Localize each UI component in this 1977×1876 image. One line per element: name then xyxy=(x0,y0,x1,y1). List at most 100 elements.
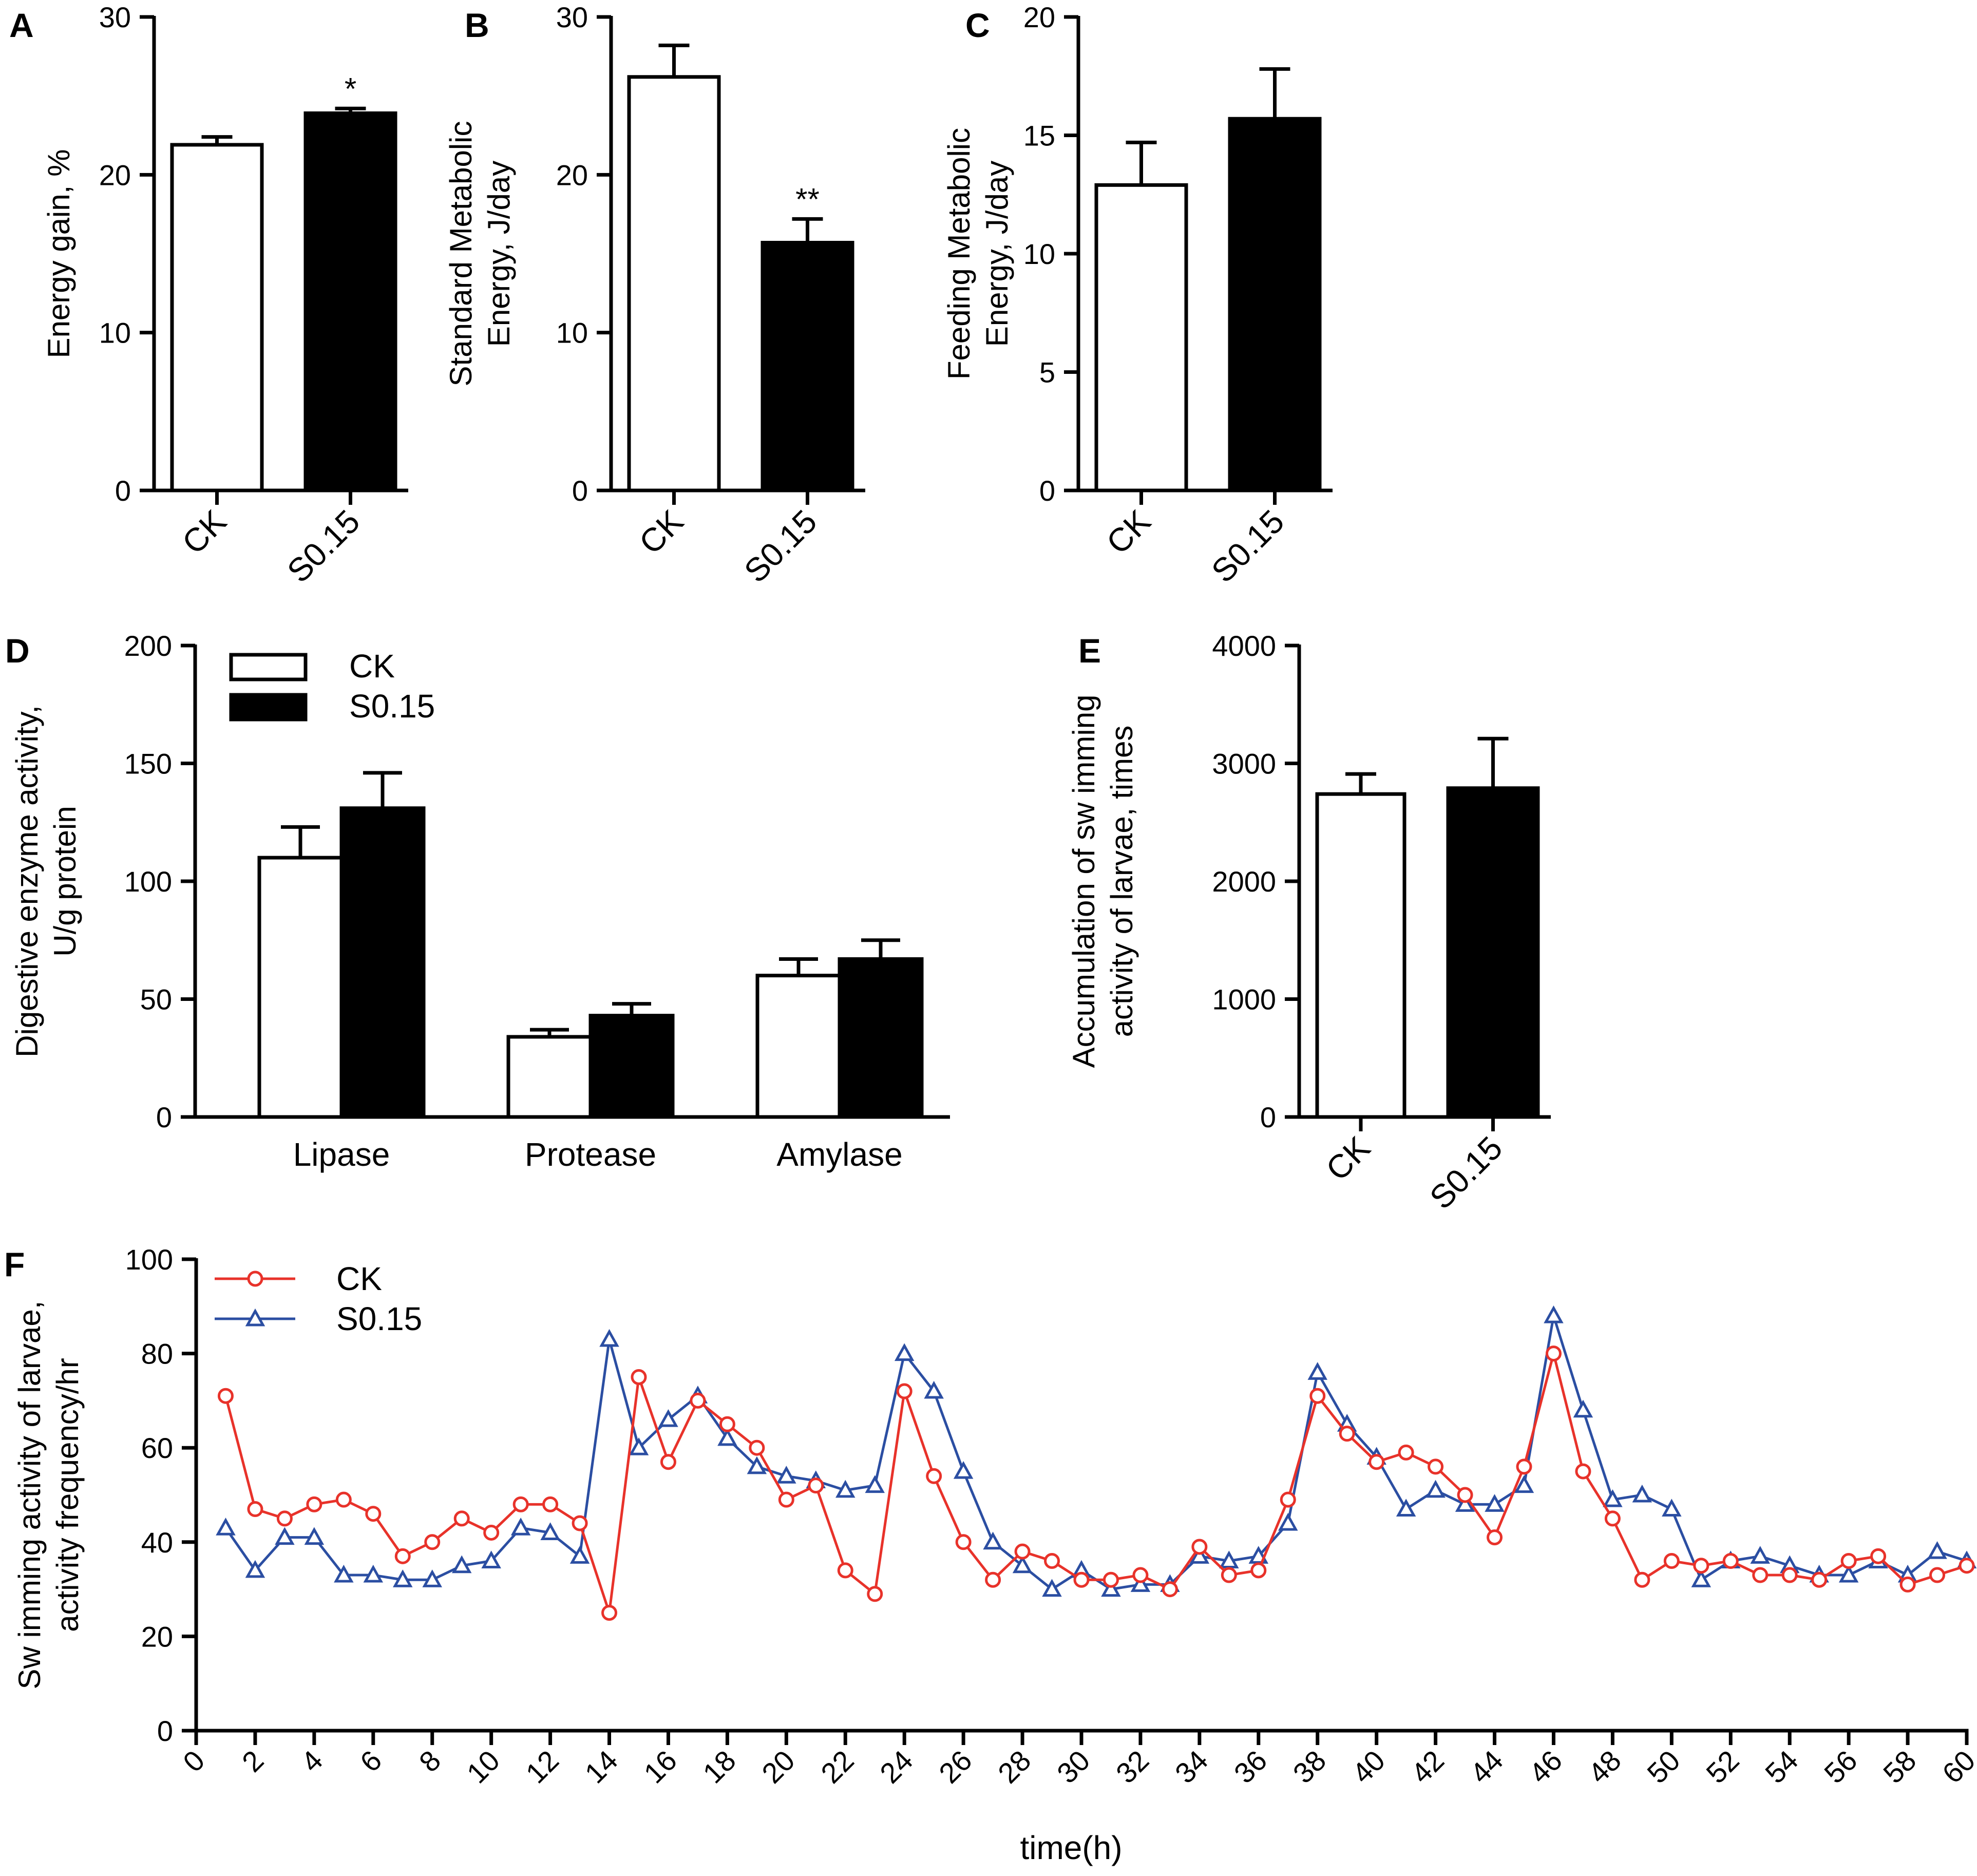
panel-b-y-tick-label: 0 xyxy=(572,475,588,507)
panel-f-x-tick-label: 46 xyxy=(1523,1744,1568,1790)
panel-f-point-s015 xyxy=(540,1522,560,1540)
panel-e-y-tick-label: 0 xyxy=(1260,1101,1276,1133)
panel-a-y-tick-label: 20 xyxy=(99,159,131,191)
panel-f-line-ck xyxy=(224,1352,1967,1614)
panel-b-x-tick-label: CK xyxy=(632,503,691,561)
panel-a-y-tick-label: 30 xyxy=(99,1,131,33)
panel-f-point-ck xyxy=(1752,1567,1769,1583)
panel-f-y-tick-label: 0 xyxy=(157,1715,173,1747)
panel-f-point-s015 xyxy=(481,1550,501,1569)
panel-f-point-s015 xyxy=(393,1569,413,1587)
panel-d-bar-protease-ck xyxy=(506,1035,593,1119)
panel-f-x-label: time(h) xyxy=(1020,1829,1122,1866)
panel-e-y-label-line: Accumulation of sw imming xyxy=(1067,695,1101,1068)
panel-e-y-tick-label: 3000 xyxy=(1212,748,1276,780)
panel-e-y-tick-label: 4000 xyxy=(1212,630,1276,662)
panel-f-point-s015 xyxy=(717,1428,737,1446)
panel-a-y-label: Energy gain, % xyxy=(42,149,76,358)
panel-f-y-tick-label: 60 xyxy=(141,1432,173,1464)
panel-d-bar-lipase-ck xyxy=(257,856,344,1119)
panel-c-y-tick-label: 15 xyxy=(1023,120,1055,152)
panel-f-point-ck xyxy=(542,1496,559,1512)
panel-b-y-label: Standard Metabolic Energy, J/day xyxy=(444,121,516,387)
panel-f-point-s015 xyxy=(1485,1494,1505,1512)
panel-f-x-tick-label: 48 xyxy=(1582,1744,1627,1790)
panel-b-y-tick-label: 20 xyxy=(556,159,588,191)
panel-d-bar-protease-s015 xyxy=(588,1014,675,1119)
panel-f-point-ck xyxy=(1870,1548,1887,1564)
panel-f-legend-label: CK xyxy=(336,1260,382,1297)
panel-d-x-tick-label: Amylase xyxy=(776,1136,902,1173)
panel-f-point-s015 xyxy=(1278,1512,1298,1531)
panel-f-point-ck xyxy=(837,1562,853,1579)
panel-a-bar-ck xyxy=(170,143,264,492)
panel-f-x-tick-label: 8 xyxy=(413,1744,447,1778)
panel-c-y-tick-label: 0 xyxy=(1039,475,1055,507)
panel-f-x-tick-label: 20 xyxy=(755,1744,801,1790)
panel-b-y-tick-label: 30 xyxy=(556,1,588,33)
panel-e-y-label-line: activity of larvae, times xyxy=(1105,726,1139,1037)
panel-c-x-tick-label: CK xyxy=(1099,503,1158,561)
panel-f-point-s015 xyxy=(658,1409,678,1427)
panel-f-point-s015 xyxy=(1012,1555,1033,1574)
panel-c-y-label-line: Feeding Metabolic xyxy=(942,128,976,380)
panel-f-point-s015 xyxy=(865,1475,885,1493)
panel-f-point-s015 xyxy=(1927,1541,1947,1559)
panel-f-point-s015 xyxy=(1455,1494,1475,1512)
panel-b: B 0 10 20 30 Standard Metabolic Energy, J/day C… xyxy=(444,1,865,590)
panel-f-point-ck xyxy=(631,1369,647,1385)
panel-f-point-ck xyxy=(394,1548,411,1564)
panel-c-x-tick-label: S0.15 xyxy=(1204,503,1291,590)
panel-f-point-ck xyxy=(1899,1576,1916,1593)
panel-b-letter: B xyxy=(465,6,489,44)
panel-c-bar-ck xyxy=(1094,183,1188,492)
panel-b-y-label-line: Energy, J/day xyxy=(482,161,516,347)
panel-f-x-tick-label: 44 xyxy=(1463,1744,1509,1790)
panel-a-letter: A xyxy=(9,6,34,44)
panel-f-legend-marker xyxy=(247,1271,263,1287)
panel-f-point-s015 xyxy=(275,1527,295,1545)
panel-c-y-tick-label: 10 xyxy=(1023,238,1055,270)
panel-d-x-tick-label: Lipase xyxy=(293,1136,390,1173)
panel-f-line-s015 xyxy=(224,1314,1967,1591)
panel-f-point-s015 xyxy=(451,1555,472,1574)
panel-f-y-label-line: Sw imming activity of larvae, xyxy=(12,1301,47,1690)
panel-f-point-ck xyxy=(1840,1553,1857,1569)
panel-f-point-ck xyxy=(749,1439,765,1456)
panel-f-point-s015 xyxy=(1130,1574,1151,1592)
panel-b-significance: ** xyxy=(795,182,820,216)
panel-f-point-ck xyxy=(306,1496,322,1512)
panel-f-point-ck xyxy=(1516,1458,1532,1475)
panel-f-point-ck xyxy=(690,1392,706,1409)
panel-f-y-label: Sw imming activity of larvae, activity fr… xyxy=(12,1301,85,1690)
panel-f-point-s015 xyxy=(983,1531,1003,1550)
panel-d-y-tick-label: 150 xyxy=(124,748,172,780)
panel-f-point-ck xyxy=(808,1477,824,1494)
panel-f-point-ck xyxy=(1457,1487,1473,1503)
panel-f-point-s015 xyxy=(1042,1579,1062,1597)
panel-f-point-ck xyxy=(1811,1571,1828,1588)
panel-c-y-label-line: Energy, J/day xyxy=(980,161,1014,347)
panel-b-y-tick-label: 10 xyxy=(556,317,588,349)
panel-f-point-s015 xyxy=(747,1456,767,1474)
panel-f-x-tick-label: 30 xyxy=(1051,1744,1096,1790)
panel-d-legend-label: S0.15 xyxy=(349,688,435,725)
panel-c-letter: C xyxy=(965,6,990,44)
panel-f-point-ck xyxy=(217,1388,234,1404)
panel-c-y-tick-label: 5 xyxy=(1039,356,1055,389)
panel-f-x-tick-label: 28 xyxy=(992,1744,1037,1790)
panel-f-point-ck xyxy=(1280,1491,1296,1508)
panel-f-point-ck xyxy=(1014,1543,1031,1560)
panel-f-y-label-line: activity frequency/hr xyxy=(50,1358,85,1632)
panel-d-y-tick-label: 0 xyxy=(156,1101,172,1133)
panel-d-y-tick-label: 50 xyxy=(140,983,172,1016)
panel-f-point-s015 xyxy=(599,1329,619,1347)
panel-f-x-tick-label: 10 xyxy=(461,1744,506,1790)
panel-f-x-tick-label: 2 xyxy=(236,1744,270,1778)
panel-e-y-label: Accumulation of sw imming activity of lar… xyxy=(1067,695,1139,1068)
panel-f-legend-marker xyxy=(245,1308,265,1327)
panel-f-point-ck xyxy=(719,1416,735,1432)
panel-f-x-tick-label: 40 xyxy=(1346,1744,1392,1790)
